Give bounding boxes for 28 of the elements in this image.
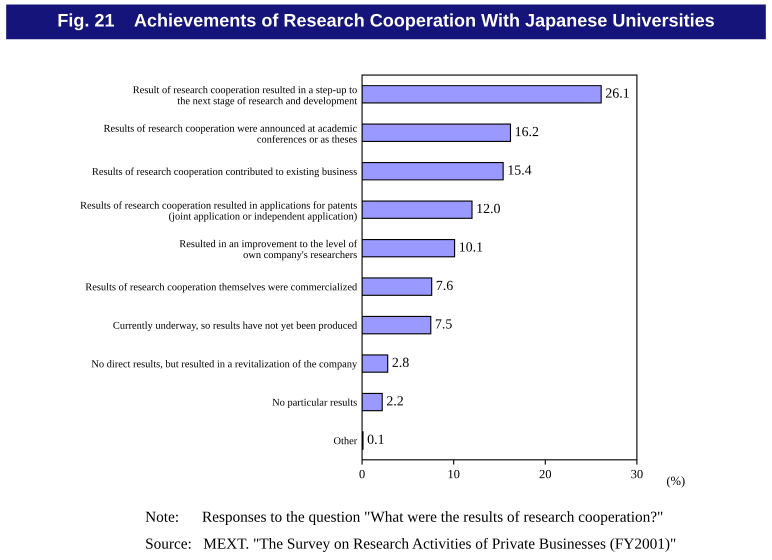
data-label: 7.6	[436, 280, 453, 290]
source-note: Source: MEXT. "The Survey on Research Activities of Private Businesses (FY2001)"	[146, 538, 676, 552]
x-tick-label: 10	[448, 470, 460, 478]
x-tick-label: 20	[540, 470, 552, 478]
x-axis-title: (%)	[666, 476, 685, 488]
y-tick-label: Results of research cooperation contributed to existing business	[92, 168, 357, 178]
y-tick-label: Currently underway, so results have not yet been produced	[113, 321, 358, 331]
chart-title: Fig. 21 Achievements of Research Cooperation With Japanese Universities	[58, 13, 714, 30]
text: Note: Responses to the question "What were the results of research cooperation?"	[146, 510, 662, 526]
data-label: 15.4	[508, 165, 532, 175]
y-tick-label: No particular results	[272, 398, 357, 408]
data-label: 0.1	[368, 434, 384, 444]
data-label: 2.2	[387, 396, 403, 406]
data-label: 10.1	[460, 242, 482, 252]
y-tick-label: Result of research cooperation resulted in a step-up to the next stage of research and development	[133, 86, 358, 106]
data-label: 12.0	[477, 204, 500, 214]
y-tick-label: Results of research cooperation themselves were commercialized	[86, 282, 358, 293]
x-tick-label: 30	[631, 470, 643, 478]
y-tick-label: Results of research cooperation resulted in applications for patents (joint application or independent application)	[80, 201, 357, 222]
data-label: 7.5	[436, 319, 452, 329]
data-label: 2.8	[392, 358, 409, 368]
y-tick-label: Resulted in an improvement to the level of own company's researchers	[180, 240, 358, 260]
y-tick-label: No direct results, but resulted in a revitalization of the company	[92, 360, 358, 370]
y-tick-label: Other	[334, 436, 358, 444]
data-label: 26.1	[606, 88, 629, 98]
data-label: 16.2	[516, 126, 538, 136]
y-tick-label: Results of research cooperation were announced at academic conferences or as theses	[104, 124, 357, 143]
x-tick-label: 0	[359, 470, 365, 478]
